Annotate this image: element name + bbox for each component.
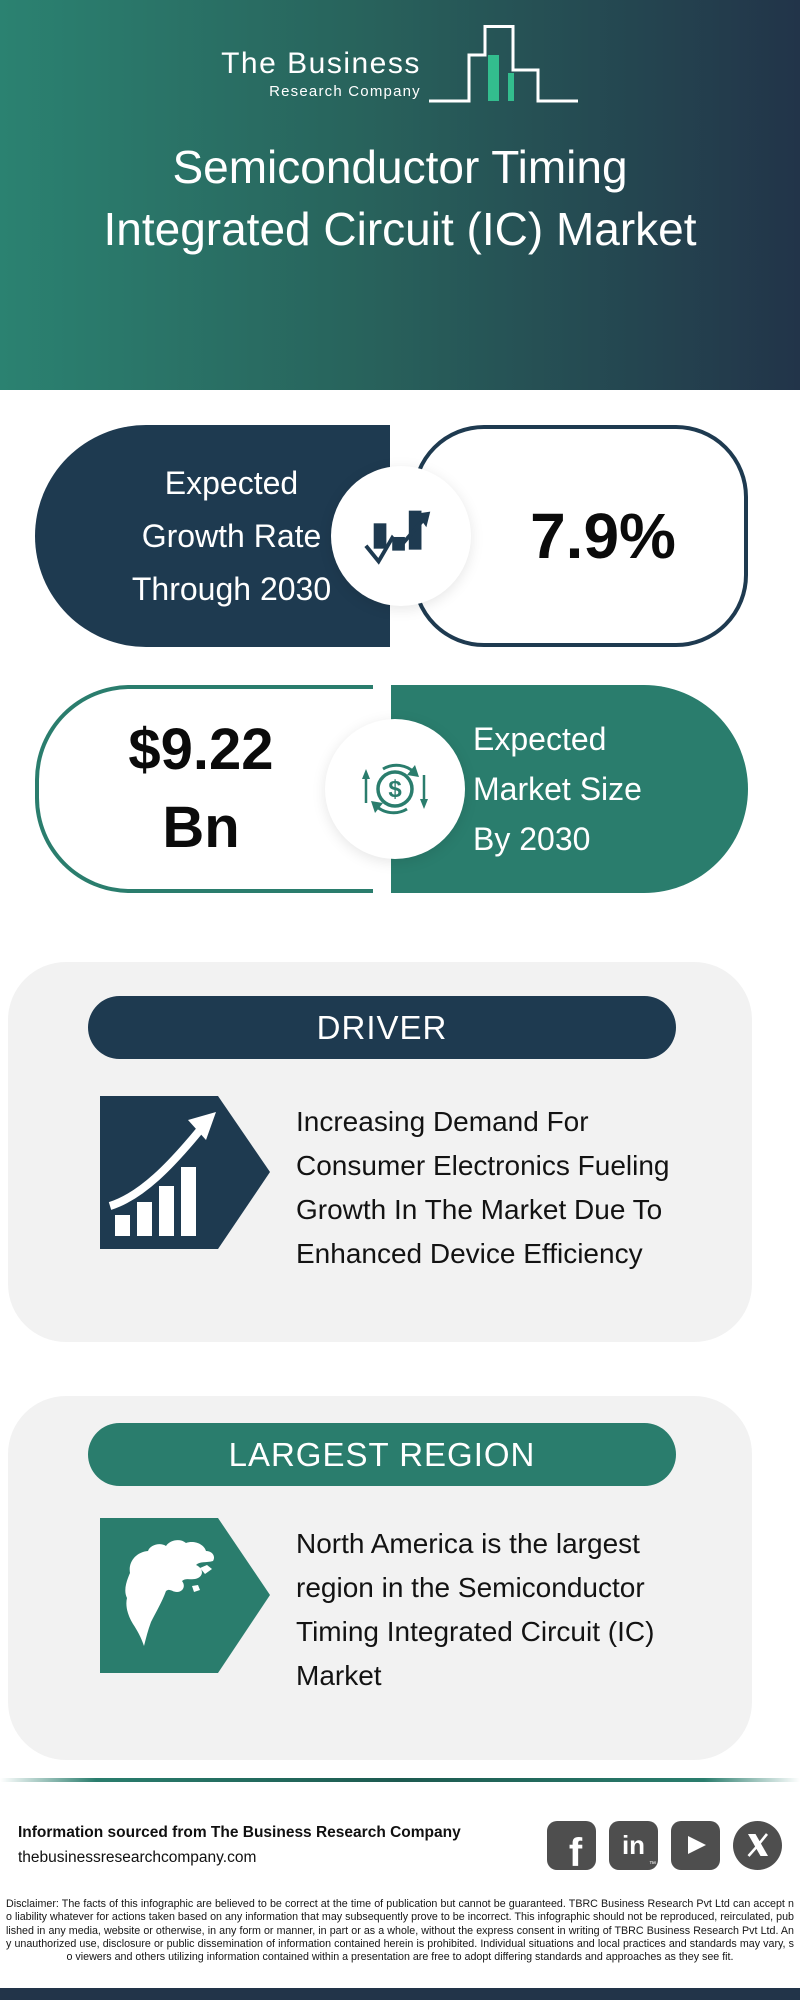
driver-text-line2: Consumer Electronics Fueling [296,1150,670,1181]
north-america-map-icon [100,1518,270,1673]
largest-region-section: LARGEST REGION North America is the larg… [8,1396,752,1760]
youtube-icon[interactable] [671,1820,720,1870]
driver-content: Increasing Demand For Consumer Electroni… [100,1096,726,1276]
source-text: Information sourced from The Business Re… [18,1824,461,1841]
linkedin-glyph: in [621,1829,646,1860]
svg-text:$: $ [388,776,402,803]
region-text: North America is the largest region in t… [296,1518,654,1698]
size-label-line3: By 2030 [473,821,591,857]
website-url[interactable]: thebusinessresearchcompany.com [18,1849,257,1866]
logo-text: The Business Research Company [221,47,421,106]
company-logo: The Business Research Company [0,0,800,106]
driver-text: Increasing Demand For Consumer Electroni… [296,1096,670,1276]
disclaimer-text: Disclaimer: The facts of this infographi… [6,1898,794,1964]
logo-bar-chart-icon [428,24,579,106]
region-heading-pill: LARGEST REGION [88,1423,676,1486]
region-text-line1: North America is the largest [296,1528,640,1559]
logo-line1: The Business [221,47,421,80]
market-size-value: $9.22 Bn [35,685,373,893]
page-title: Semiconductor Timing Integrated Circuit … [0,136,800,260]
title-line2: Integrated Circuit (IC) Market [103,203,697,255]
growth-bars-arrow-icon [100,1096,270,1249]
bottom-bar [0,1988,800,2000]
facebook-icon[interactable]: f [547,1820,596,1870]
market-size-value-line2: Bn [162,795,240,860]
size-label-line2: Market Size [473,771,642,807]
region-text-line4: Market [296,1660,382,1691]
driver-text-line4: Enhanced Device Efficiency [296,1238,643,1269]
size-label-line1: Expected [473,721,607,757]
driver-text-line1: Increasing Demand For [296,1106,589,1137]
growth-label-line3: Through 2030 [131,570,332,607]
header-banner: The Business Research Company Semiconduc… [0,0,800,390]
linkedin-tm: ™ [649,1860,656,1868]
region-text-line2: region in the Semiconductor [296,1572,645,1603]
region-heading: LARGEST REGION [228,1435,536,1473]
driver-heading: DRIVER [316,1008,448,1046]
driver-text-line3: Growth In The Market Due To [296,1194,663,1225]
market-size-value-line1: $9.22 [128,717,274,782]
facebook-glyph: f [568,1830,583,1870]
growth-label-line2: Growth Rate [141,517,322,554]
footer-divider [0,1778,800,1782]
region-text-line3: Timing Integrated Circuit (IC) [296,1616,655,1647]
driver-section: DRIVER Increasing Demand For Consumer El… [8,962,752,1342]
logo-line2: Research Company [269,83,421,100]
footer: Information sourced from The Business Re… [0,1820,800,1870]
market-size-card: $9.22 Bn Expected Market Size By 2030 $ [35,685,748,893]
money-cycle-icon: $ [325,719,465,859]
growth-rate-label: Expected Growth Rate Through 2030 [35,425,390,647]
growth-rate-card: Expected Growth Rate Through 2030 7.9% [35,425,748,647]
region-content: North America is the largest region in t… [100,1518,726,1698]
growth-label-line1: Expected [164,464,299,501]
social-icons: f in ™ [547,1820,782,1870]
x-twitter-icon[interactable] [733,1820,782,1870]
growth-chart-icon [331,466,471,606]
driver-heading-pill: DRIVER [88,996,676,1059]
linkedin-icon[interactable]: in ™ [609,1820,658,1870]
youtube-play-glyph [687,1836,706,1854]
x-glyph [747,1833,768,1857]
title-line1: Semiconductor Timing [172,141,628,193]
source-info: Information sourced from The Business Re… [18,1820,461,1870]
